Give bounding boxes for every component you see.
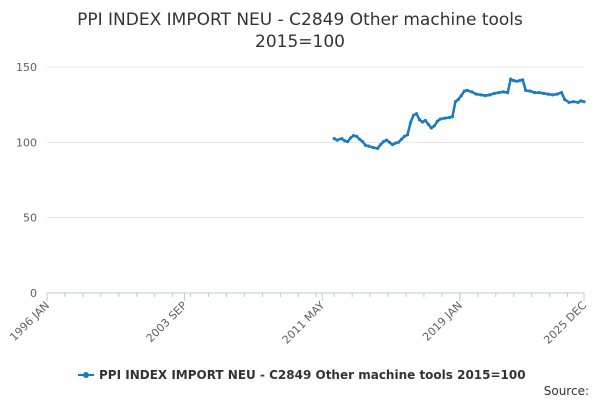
data-point[interactable] bbox=[343, 139, 347, 143]
data-point[interactable] bbox=[414, 112, 419, 116]
data-point[interactable] bbox=[483, 94, 487, 98]
data-point[interactable] bbox=[546, 92, 550, 96]
chart-subtitle: 2015=100 bbox=[255, 32, 345, 52]
data-point[interactable] bbox=[551, 93, 555, 97]
data-point[interactable] bbox=[432, 124, 436, 128]
legend-marker-icon bbox=[83, 372, 89, 378]
data-point[interactable] bbox=[501, 90, 505, 94]
data-point[interactable] bbox=[515, 79, 519, 83]
data-point[interactable] bbox=[367, 144, 371, 148]
gridlines bbox=[47, 66, 584, 219]
data-point[interactable] bbox=[408, 121, 413, 125]
data-point[interactable] bbox=[358, 137, 362, 141]
data-point[interactable] bbox=[453, 100, 457, 104]
data-point[interactable] bbox=[352, 134, 356, 138]
data-point[interactable] bbox=[335, 138, 339, 142]
data-point[interactable] bbox=[528, 89, 532, 93]
legend-series-name: PPI INDEX IMPORT NEU - C2849 Other machi… bbox=[99, 368, 526, 382]
x-tick-label: 2019 JAN bbox=[420, 299, 465, 344]
x-tick-label: 2003 SEP bbox=[144, 299, 190, 345]
data-point[interactable] bbox=[361, 140, 365, 144]
data-point[interactable] bbox=[385, 138, 389, 142]
data-point[interactable] bbox=[426, 122, 430, 126]
data-point[interactable] bbox=[364, 143, 368, 147]
data-point[interactable] bbox=[447, 115, 451, 120]
series bbox=[332, 77, 586, 150]
data-point[interactable] bbox=[488, 93, 492, 97]
data-point[interactable] bbox=[533, 91, 537, 95]
data-point[interactable] bbox=[429, 126, 433, 130]
x-tick-label: 2011 MAY bbox=[280, 299, 328, 347]
data-point[interactable] bbox=[417, 118, 422, 122]
data-point[interactable] bbox=[396, 140, 401, 144]
data-point[interactable] bbox=[387, 140, 392, 144]
data-point[interactable] bbox=[582, 100, 586, 104]
data-point[interactable] bbox=[537, 91, 541, 95]
data-point[interactable] bbox=[518, 79, 522, 83]
y-tick-label: 50 bbox=[23, 212, 37, 225]
data-point[interactable] bbox=[390, 143, 395, 147]
data-point[interactable] bbox=[563, 97, 567, 101]
data-point[interactable] bbox=[450, 115, 454, 119]
data-point[interactable] bbox=[555, 92, 559, 96]
data-point[interactable] bbox=[567, 100, 571, 104]
data-point[interactable] bbox=[332, 137, 336, 141]
chart-title: PPI INDEX IMPORT NEU - C2849 Other machi… bbox=[77, 10, 523, 30]
data-point[interactable] bbox=[435, 119, 439, 123]
data-point[interactable] bbox=[402, 134, 407, 138]
legend[interactable]: PPI INDEX IMPORT NEU - C2849 Other machi… bbox=[78, 368, 526, 382]
data-point[interactable] bbox=[399, 137, 404, 141]
y-tick-label: 100 bbox=[16, 136, 37, 149]
data-point[interactable] bbox=[542, 91, 546, 95]
data-point[interactable] bbox=[492, 91, 496, 95]
data-point[interactable] bbox=[462, 89, 466, 93]
data-point[interactable] bbox=[346, 140, 350, 144]
data-point[interactable] bbox=[423, 118, 427, 123]
axes: 0 50 100 150 1996 JAN 2003 SEP 2011 MAY 2019 JA… bbox=[7, 61, 589, 347]
x-tick-label: 2025 DEC bbox=[541, 299, 589, 347]
data-point[interactable] bbox=[465, 88, 469, 92]
data-point[interactable] bbox=[355, 134, 359, 138]
data-point[interactable] bbox=[479, 93, 483, 97]
data-point[interactable] bbox=[382, 140, 386, 144]
source-label: Source: bbox=[544, 384, 589, 398]
data-point[interactable] bbox=[560, 91, 564, 95]
data-point[interactable] bbox=[506, 91, 510, 95]
data-point[interactable] bbox=[371, 146, 375, 150]
data-point[interactable] bbox=[571, 100, 576, 104]
data-point[interactable] bbox=[405, 133, 410, 137]
data-point[interactable] bbox=[470, 90, 474, 94]
data-point[interactable] bbox=[379, 143, 383, 147]
data-point[interactable] bbox=[376, 146, 380, 150]
data-point[interactable] bbox=[443, 116, 447, 120]
data-point[interactable] bbox=[420, 120, 425, 124]
data-point[interactable] bbox=[497, 91, 501, 95]
x-tick-label: 1996 JAN bbox=[7, 299, 52, 344]
data-point[interactable] bbox=[438, 117, 442, 121]
series-line[interactable] bbox=[333, 77, 585, 150]
data-point[interactable] bbox=[579, 99, 583, 103]
data-point[interactable] bbox=[521, 78, 525, 82]
data-point[interactable] bbox=[349, 136, 353, 140]
data-point[interactable] bbox=[512, 79, 516, 83]
y-tick-label: 150 bbox=[16, 61, 37, 74]
data-point[interactable] bbox=[456, 97, 460, 101]
data-point[interactable] bbox=[393, 141, 398, 145]
data-point[interactable] bbox=[411, 113, 416, 117]
y-tick-label: 0 bbox=[30, 287, 37, 300]
data-point[interactable] bbox=[509, 77, 513, 81]
data-point[interactable] bbox=[459, 94, 463, 98]
data-point[interactable] bbox=[576, 100, 580, 104]
data-point[interactable] bbox=[524, 88, 528, 92]
data-point[interactable] bbox=[340, 137, 344, 141]
data-point[interactable] bbox=[474, 92, 478, 96]
